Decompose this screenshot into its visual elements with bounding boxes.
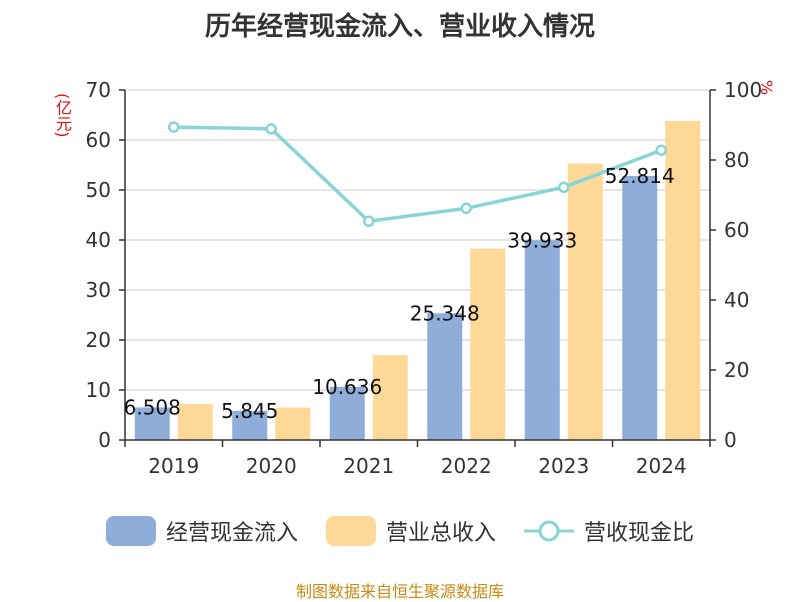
left-axis-tick-label: 40 bbox=[86, 228, 111, 252]
bar-cash-inflow bbox=[524, 240, 560, 440]
bar-cash-inflow bbox=[427, 313, 463, 440]
legend: 经营现金流入 营业总收入 营收现金比 bbox=[0, 515, 800, 547]
left-axis-tick-label: 60 bbox=[86, 128, 111, 152]
left-axis-tick-label: 10 bbox=[86, 378, 111, 402]
legend-swatch-cash-inflow bbox=[105, 516, 156, 546]
left-axis-unit: (亿元) bbox=[53, 93, 72, 138]
left-axis-tick-label: 20 bbox=[86, 328, 111, 352]
legend-swatch-revenue bbox=[325, 516, 376, 546]
bar-revenue bbox=[372, 355, 408, 440]
grid-lines bbox=[125, 89, 710, 391]
legend-label-cash-inflow: 经营现金流入 bbox=[165, 521, 298, 546]
ratio-point bbox=[363, 215, 375, 227]
right-axis-tick-label: 80 bbox=[724, 148, 749, 172]
legend-item-ratio[interactable]: 营收现金比 bbox=[524, 515, 694, 547]
bar-revenue bbox=[275, 407, 311, 440]
right-axis-tick-label: 60 bbox=[724, 218, 749, 242]
data-label-cash-inflow: 5.845 bbox=[221, 399, 278, 423]
x-axis-tick-label: 2021 bbox=[343, 454, 394, 478]
left-axis-tick-label: 0 bbox=[98, 428, 111, 452]
ratio-point bbox=[265, 123, 277, 135]
left-axis-tick-label: 50 bbox=[86, 178, 111, 202]
ratio-point bbox=[168, 121, 180, 133]
ratio-line bbox=[173, 125, 662, 224]
right-axis-tick-label: 20 bbox=[724, 358, 749, 382]
right-axis-tick-label: 0 bbox=[724, 428, 737, 452]
data-label-cash-inflow: 52.814 bbox=[605, 164, 675, 188]
bar-revenue bbox=[567, 163, 603, 440]
ratio-point bbox=[460, 202, 472, 215]
bar-revenue bbox=[177, 404, 213, 440]
legend-item-cash-inflow[interactable]: 经营现金流入 bbox=[105, 515, 298, 547]
right-axis-tick-label: 40 bbox=[724, 288, 749, 312]
x-axis-tick-label: 2023 bbox=[538, 454, 589, 478]
x-axis-tick-label: 2020 bbox=[246, 454, 297, 478]
x-axis-tick-label: 2019 bbox=[148, 454, 199, 478]
legend-label-revenue: 营业总收入 bbox=[385, 521, 496, 546]
legend-line-ratio-icon bbox=[524, 520, 574, 542]
bar-marks bbox=[134, 121, 701, 440]
x-axis-tick-label: 2022 bbox=[441, 454, 492, 478]
data-label-cash-inflow: 39.933 bbox=[507, 228, 577, 252]
data-labels: 6.508 5.845 10.636 25.348 39.933 52.814 bbox=[124, 164, 675, 423]
legend-item-revenue[interactable]: 营业总收入 bbox=[325, 515, 496, 547]
x-axis-tick-label: 2024 bbox=[636, 454, 687, 478]
data-label-cash-inflow: 10.636 bbox=[312, 375, 382, 399]
bar-cash-inflow bbox=[134, 407, 170, 440]
axes: 0 10 20 30 40 50 60 70 0 20 40 60 80 100 2019 2020 2021 2… bbox=[86, 78, 763, 478]
ratio-point bbox=[655, 144, 667, 156]
ratio-point bbox=[558, 181, 570, 194]
data-label-cash-inflow: 6.508 bbox=[124, 395, 181, 419]
legend-label-ratio: 营收现金比 bbox=[584, 521, 695, 546]
left-axis-tick-label: 70 bbox=[86, 78, 111, 102]
left-axis-tick-label: 30 bbox=[86, 278, 111, 302]
data-source-note: 制图数据来自恒生聚源数据库 bbox=[295, 582, 504, 601]
data-label-cash-inflow: 25.348 bbox=[410, 301, 480, 325]
bar-cash-inflow bbox=[329, 386, 365, 440]
bar-revenue bbox=[665, 121, 701, 440]
bar-cash-inflow bbox=[622, 175, 658, 440]
chart-title: 历年经营现金流入、营业收入情况 bbox=[204, 12, 595, 42]
bar-revenue bbox=[470, 248, 506, 440]
ratio-line-marks bbox=[168, 121, 667, 227]
bar-cash-inflow bbox=[232, 410, 268, 440]
right-axis-tick-label: 100 bbox=[724, 78, 762, 102]
